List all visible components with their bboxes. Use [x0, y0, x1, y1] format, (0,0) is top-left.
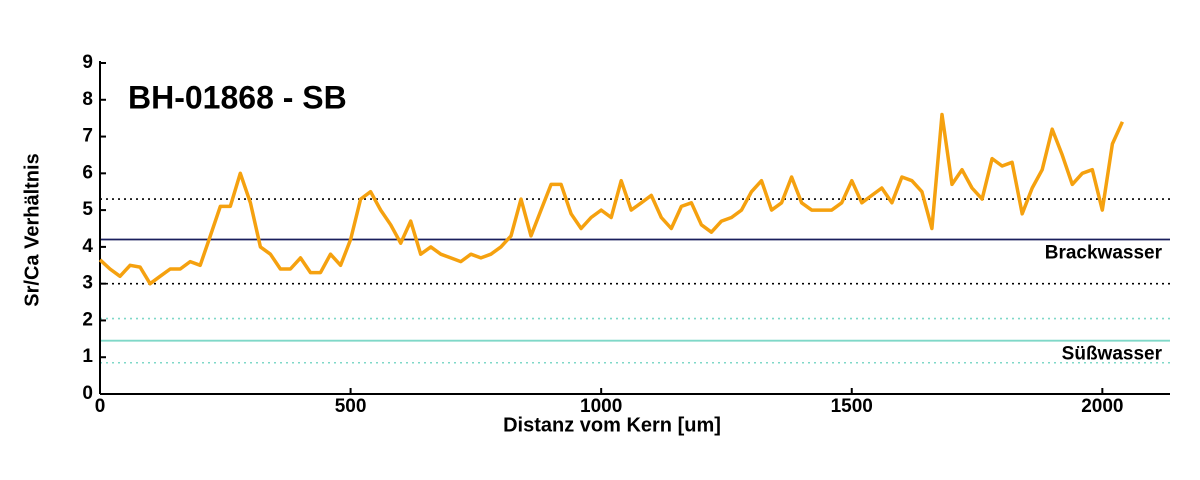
x-tick-label: 500	[335, 396, 367, 417]
reference-label: Brackwasser	[1045, 243, 1163, 264]
y-tick-label: 4	[82, 236, 93, 257]
y-tick-label: 9	[82, 52, 93, 73]
chart-title: BH-01868 - SB	[128, 79, 347, 115]
y-tick-label: 6	[82, 162, 93, 183]
y-tick-label: 5	[82, 199, 93, 220]
y-tick-label: 1	[82, 346, 93, 367]
y-axis-label: Sr/Ca Verhältnis	[21, 153, 43, 306]
y-tick-label: 7	[82, 126, 93, 147]
reference-label: Süßwasser	[1062, 344, 1163, 365]
y-tick-label: 0	[82, 383, 93, 404]
y-tick-label: 8	[82, 89, 93, 110]
y-tick-label: 2	[82, 309, 93, 330]
x-tick-label: 2000	[1081, 396, 1123, 417]
x-axis-label: Distanz vom Kern [um]	[503, 414, 721, 436]
x-tick-label: 1500	[831, 396, 873, 417]
x-tick-label: 0	[95, 396, 106, 417]
data-line	[98, 112, 1124, 286]
y-tick-label: 3	[82, 273, 93, 294]
x-tick-label: 1000	[580, 396, 622, 417]
